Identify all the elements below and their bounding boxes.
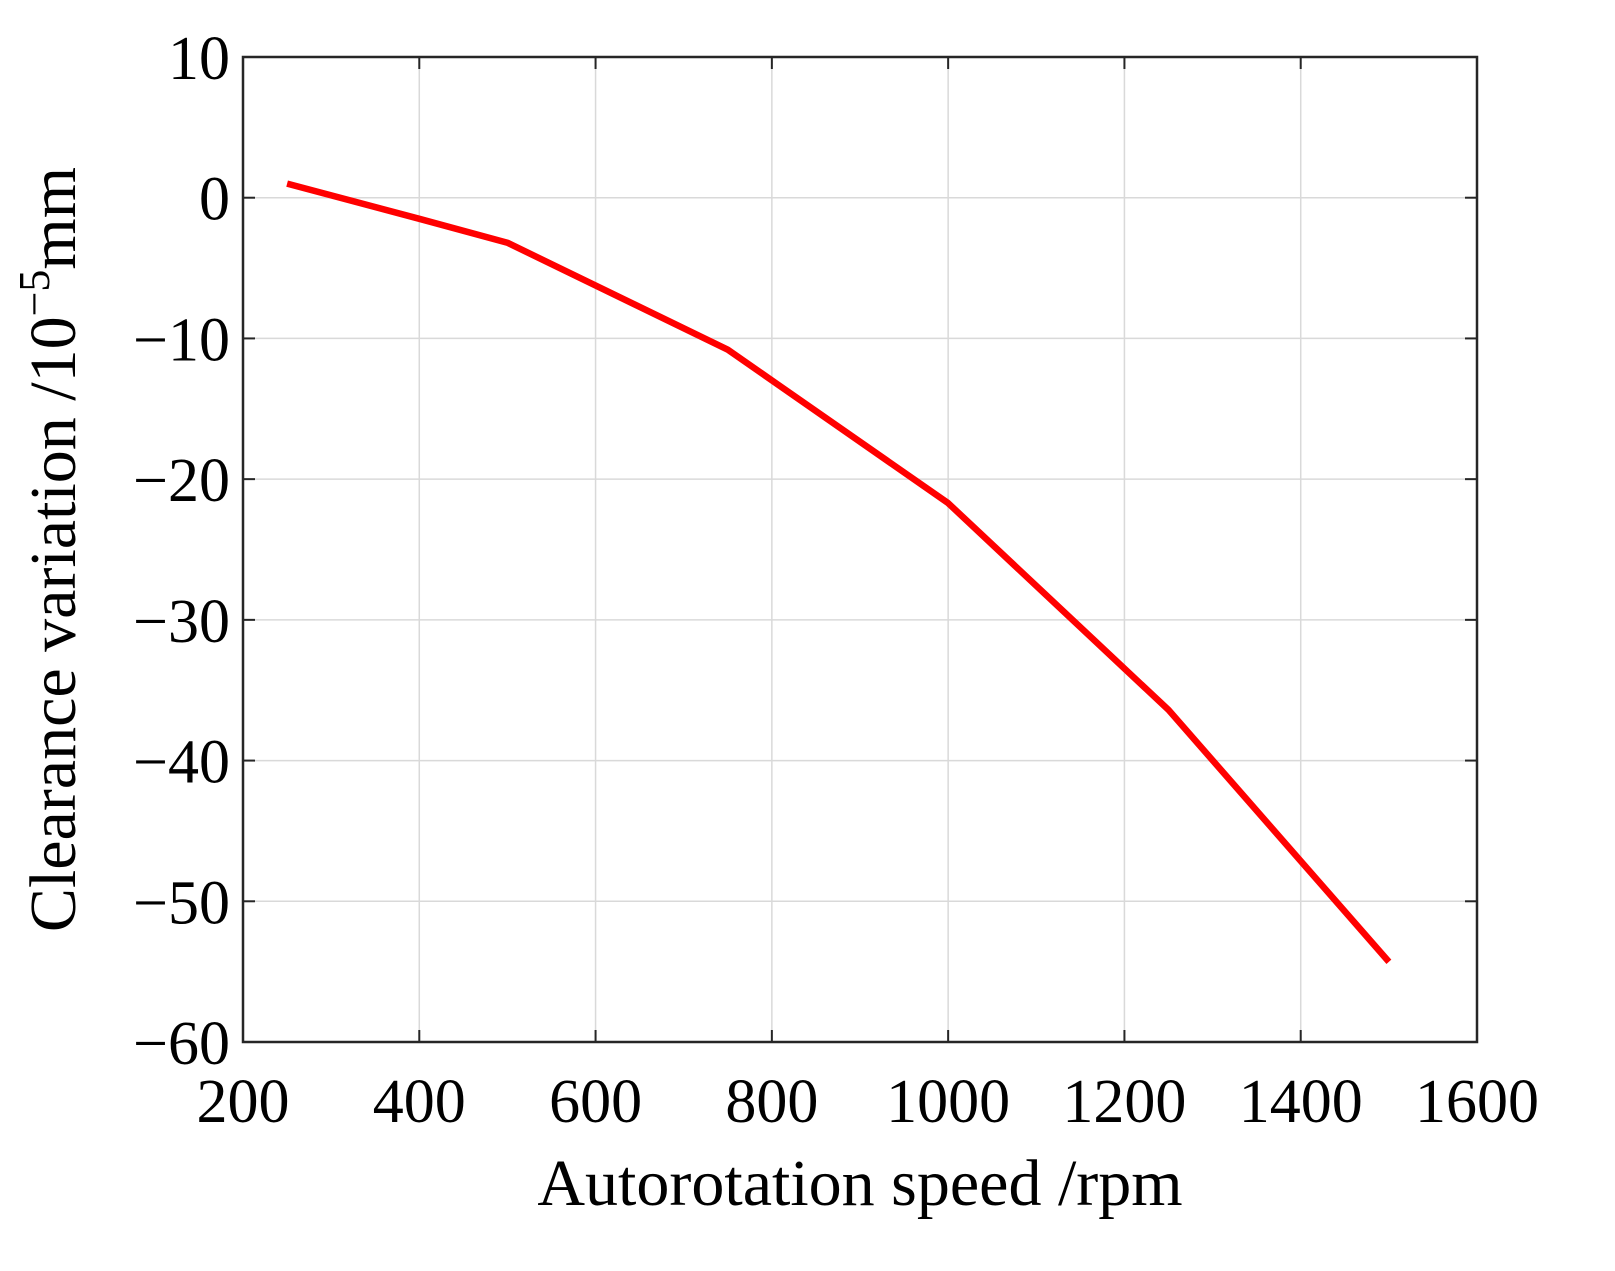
y-tick-label: −60 (133, 1010, 230, 1078)
x-tick-label: 1600 (1415, 1068, 1539, 1136)
grid (243, 57, 1477, 1042)
y-tick-label: −40 (133, 729, 230, 797)
x-tick-label: 1400 (1239, 1068, 1363, 1136)
series-line (286, 180, 1392, 964)
series-layer (286, 180, 1392, 964)
x-tick-label: 400 (373, 1068, 466, 1136)
y-tick-label: 0 (199, 166, 230, 234)
y-axis-label-superscript: −5 (10, 270, 59, 317)
y-tick-label: −20 (133, 447, 230, 515)
y-axis-label-suffix: mm (17, 167, 90, 270)
x-tick-labels: 200 400 600 800 1000 1200 1400 1600 (197, 1068, 1540, 1136)
y-axis-label-prefix: Clearance variation /10 (17, 316, 90, 932)
y-tick-labels: 10 0 −10 −20 −30 −40 −50 −60 (133, 25, 230, 1078)
y-tick-label: 10 (168, 25, 230, 93)
x-tick-label: 800 (725, 1068, 818, 1136)
y-tick-label: −10 (133, 306, 230, 374)
x-tick-label: 600 (549, 1068, 642, 1136)
y-tick-label: −50 (133, 869, 230, 937)
x-axis-label: Autorotation speed /rpm (537, 1147, 1182, 1220)
x-tick-label: 1000 (886, 1068, 1010, 1136)
y-axis-label: Clearance variation /10−5mm (10, 167, 90, 932)
y-tick-label: −30 (133, 588, 230, 656)
tick-marks (242, 56, 1478, 1043)
x-tick-label: 200 (197, 1068, 290, 1136)
x-tick-label: 1200 (1062, 1068, 1186, 1136)
plot-frame (241, 55, 1479, 1044)
